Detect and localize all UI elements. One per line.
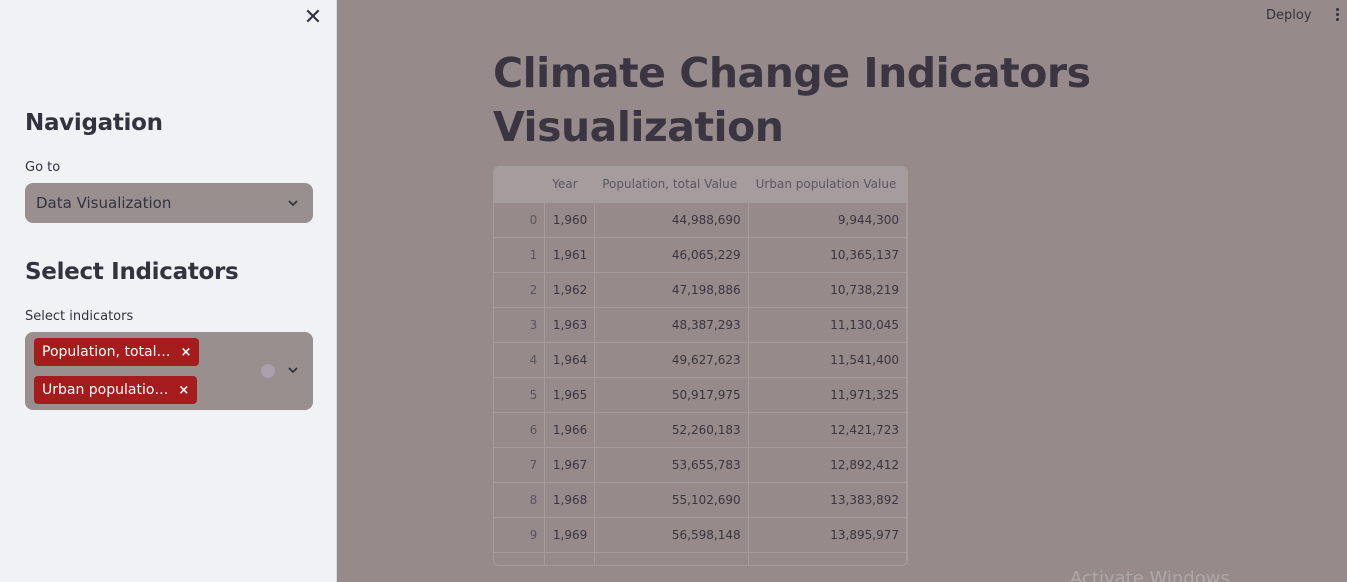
table-cell: 1: [494, 237, 546, 273]
table-row[interactable]: 8 1,968 55,102,690 13,383,892: [494, 482, 907, 518]
table-cell: 1,961: [544, 237, 596, 273]
table-cell: 4: [494, 342, 546, 378]
indicator-tag-label: Urban populatio…: [42, 382, 169, 398]
table-cell: 12,892,412: [748, 447, 907, 483]
table-row[interactable]: 5 1,965 50,917,975 11,971,325: [494, 377, 907, 413]
indicator-tag: Urban populatio… ×: [34, 376, 198, 404]
goto-select-value: Data Visualization: [36, 194, 172, 212]
close-sidebar-icon[interactable]: ✕: [303, 5, 323, 30]
remove-tag-icon[interactable]: ×: [180, 344, 192, 360]
table-cell: [748, 552, 907, 565]
page-title-line: Visualization: [493, 103, 784, 151]
table-cell: 55,102,690: [594, 482, 749, 518]
table-cell: 48,387,293: [594, 307, 749, 343]
table-cell: 11,971,325: [748, 377, 907, 413]
table-cell: 44,988,690: [594, 202, 749, 238]
table-cell: [494, 552, 546, 565]
table-row[interactable]: 2 1,962 47,198,886 10,738,219: [494, 272, 907, 308]
table-cell: 10,738,219: [748, 272, 907, 308]
table-cell: 53,655,783: [594, 447, 749, 483]
table-row[interactable]: 1 1,961 46,065,229 10,365,137: [494, 237, 907, 273]
table-cell: 12,421,723: [748, 412, 907, 448]
table-row[interactable]: 3 1,963 48,387,293 11,130,045: [494, 307, 907, 343]
table-cell: 11,541,400: [748, 342, 907, 378]
table-cell: 6: [494, 412, 546, 448]
table-cell: [544, 552, 596, 565]
table-cell: [594, 552, 749, 565]
table-row[interactable]: 9 1,969 56,598,148 13,895,977: [494, 517, 907, 553]
table-cell: 1,964: [544, 342, 596, 378]
table-row[interactable]: [494, 552, 907, 565]
table-cell: 13,895,977: [748, 517, 907, 553]
table-header-row: Year Population, total Value Urban popul…: [494, 167, 907, 203]
chevron-down-icon: [288, 200, 298, 207]
table-cell: 10,365,137: [748, 237, 907, 273]
table-cell: 1,965: [544, 377, 596, 413]
table-cell: 52,260,183: [594, 412, 749, 448]
goto-label: Go to: [25, 160, 61, 175]
column-header-population[interactable]: Population, total Value: [594, 167, 749, 203]
windows-watermark: Activate Windows: [1070, 568, 1230, 582]
column-header-year[interactable]: Year: [544, 167, 596, 203]
table-cell: 3: [494, 307, 546, 343]
data-table[interactable]: Year Population, total Value Urban popul…: [493, 166, 908, 566]
indicator-tag: Population, total… ×: [34, 338, 200, 366]
page-title: Climate Change Indicators Visualization: [493, 46, 1093, 154]
remove-tag-icon[interactable]: ×: [178, 382, 190, 398]
table-cell: 5: [494, 377, 546, 413]
table-cell: 9,944,300: [748, 202, 907, 238]
select-indicators-title: Select Indicators: [25, 259, 239, 285]
page-title-line: Climate Change Indicators: [493, 49, 1091, 97]
table-row[interactable]: 0 1,960 44,988,690 9,944,300: [494, 202, 907, 238]
table-cell: 56,598,148: [594, 517, 749, 553]
table-row[interactable]: 7 1,967 53,655,783 12,892,412: [494, 447, 907, 483]
table-cell: 1,969: [544, 517, 596, 553]
table-cell: 2: [494, 272, 546, 308]
table-cell: 47,198,886: [594, 272, 749, 308]
table-cell: 1,960: [544, 202, 596, 238]
table-cell: 11,130,045: [748, 307, 907, 343]
navigation-title: Navigation: [25, 110, 163, 136]
column-header-urban-population[interactable]: Urban population Value: [748, 167, 907, 203]
goto-select[interactable]: Data Visualization: [25, 183, 313, 223]
table-cell: 9: [494, 517, 546, 553]
table-cell: 49,627,623: [594, 342, 749, 378]
deploy-button[interactable]: Deploy: [1266, 8, 1312, 23]
table-cell: 1,962: [544, 272, 596, 308]
table-cell: 1,966: [544, 412, 596, 448]
clear-all-icon[interactable]: [261, 364, 275, 378]
main-menu-icon[interactable]: [1334, 8, 1340, 24]
indicators-label: Select indicators: [25, 309, 134, 324]
chevron-down-icon[interactable]: [287, 364, 299, 376]
table-cell: 1,967: [544, 447, 596, 483]
table-cell: 8: [494, 482, 546, 518]
indicator-tag-label: Population, total…: [42, 344, 171, 360]
table-row[interactable]: 4 1,964 49,627,623 11,541,400: [494, 342, 907, 378]
table-row[interactable]: 6 1,966 52,260,183 12,421,723: [494, 412, 907, 448]
indicators-multiselect[interactable]: Population, total… × Urban populatio… ×: [25, 332, 313, 410]
table-cell: 1,963: [544, 307, 596, 343]
table-cell: 13,383,892: [748, 482, 907, 518]
column-header-index[interactable]: [494, 167, 546, 203]
table-cell: 1,968: [544, 482, 596, 518]
sidebar: ✕ Navigation Go to Data Visualization Se…: [0, 0, 337, 582]
table-cell: 7: [494, 447, 546, 483]
table-cell: 50,917,975: [594, 377, 749, 413]
table-cell: 46,065,229: [594, 237, 749, 273]
table-cell: 0: [494, 202, 546, 238]
